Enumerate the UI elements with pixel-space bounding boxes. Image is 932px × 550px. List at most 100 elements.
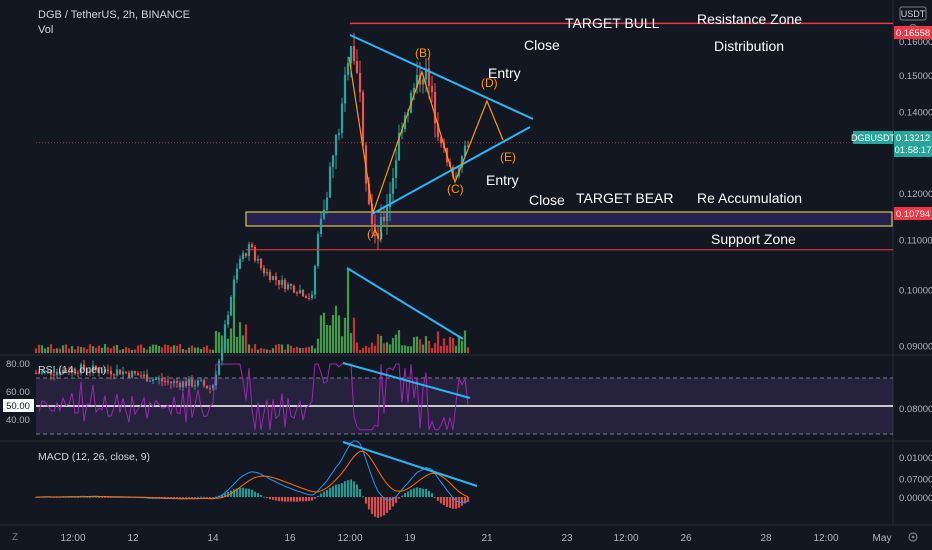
candle-body: [118, 369, 122, 375]
volume-bar: [424, 336, 428, 353]
candle-body: [337, 133, 341, 136]
volume-bar: [325, 324, 329, 353]
elliott-wave-path: [348, 56, 504, 214]
volume-bar: [451, 338, 455, 353]
macd-histogram-bar: [274, 497, 278, 501]
candle-body: [325, 197, 329, 210]
volume-bar: [64, 344, 68, 353]
candle-body: [271, 276, 275, 280]
macd-histogram-bar: [163, 497, 167, 498]
volume-bar: [370, 342, 374, 353]
candle-body: [208, 388, 212, 390]
volume-bar: [196, 347, 200, 353]
candle-body: [352, 46, 356, 62]
macd-signal-line: [36, 450, 469, 500]
price-tick: 0.09000: [899, 341, 932, 352]
macd-histogram-bar: [175, 497, 179, 498]
volume-bar: [259, 348, 263, 353]
currency-badge-label: USDT: [901, 9, 926, 19]
volume-bar: [148, 346, 152, 353]
volume-bar: [454, 345, 458, 353]
candle-body: [277, 280, 281, 285]
volume-bar: [142, 347, 146, 353]
candle-body: [244, 253, 248, 256]
volume-bar: [184, 349, 188, 353]
candle-body: [385, 207, 389, 222]
volume-bar: [355, 342, 359, 353]
currency-badge[interactable]: [899, 6, 927, 21]
volume-bar: [40, 345, 44, 353]
time-axis[interactable]: 12:00 12 14 16 12:00 19 21 23 12:00 26 28 12:00 May: [60, 533, 891, 544]
macd-histogram-bar: [196, 496, 200, 498]
macd-histogram-bar: [199, 496, 203, 498]
candle-body: [139, 375, 143, 377]
volume-bar: [361, 347, 365, 353]
volume-bar: [283, 349, 287, 353]
time-tick: 14: [207, 533, 219, 544]
wave-label-b: (B): [415, 46, 431, 60]
candle-body: [55, 371, 59, 375]
svg-text:0.16558: 0.16558: [896, 28, 930, 39]
volume-bars: [34, 268, 470, 353]
volume-bar: [403, 345, 407, 353]
macd-histogram-bar: [316, 495, 320, 497]
candle-body: [49, 370, 53, 375]
volume-bar: [73, 349, 77, 353]
candle-body: [415, 74, 419, 88]
volume-bar: [262, 348, 266, 353]
volume-bar: [397, 330, 401, 353]
macd-histogram-bar: [424, 488, 428, 497]
chart-annotations: TARGET BULL Resistance Zone Close Distri…: [367, 11, 802, 247]
macd-histogram-bar: [388, 497, 392, 510]
volume-bar: [151, 344, 155, 353]
candle-body: [229, 296, 233, 316]
volume-bar: [115, 345, 119, 353]
macd-histogram-bar: [265, 497, 269, 498]
time-tick: 28: [760, 533, 772, 544]
volume-bar: [313, 348, 317, 353]
volume-trend-line: [346, 267, 464, 340]
volume-bar: [232, 281, 236, 353]
volume-bar: [379, 335, 383, 353]
macd-histogram-bar: [355, 484, 359, 497]
macd-histogram-bar: [313, 497, 317, 499]
volume-bar: [328, 325, 332, 353]
candle-body: [94, 365, 98, 370]
macd-histogram-bar: [280, 497, 284, 502]
volume-bar: [244, 324, 248, 353]
candle-body: [46, 370, 50, 372]
volume-bar: [214, 330, 218, 353]
volume-bar: [364, 345, 368, 353]
macd-histogram-bar: [361, 496, 365, 498]
volume-bar: [427, 340, 431, 353]
candle-body: [412, 87, 416, 93]
volume-bar: [205, 345, 209, 353]
volume-bar: [307, 346, 311, 353]
macd-histogram-bar: [451, 497, 455, 509]
candle-body: [286, 284, 290, 289]
volume-bar: [271, 348, 275, 353]
macd-histogram-bar: [352, 481, 356, 497]
macd-histogram-bar: [409, 489, 413, 497]
macd-histogram-bar: [247, 488, 251, 497]
macd-histogram-bar: [349, 479, 353, 497]
macd-histogram-bar: [235, 488, 239, 497]
volume-bar: [274, 344, 278, 353]
gear-icon[interactable]: [908, 532, 918, 542]
volume-bar: [241, 335, 245, 353]
volume-bar: [43, 348, 47, 353]
candle-body: [217, 360, 221, 375]
volume-bar: [289, 345, 293, 353]
volume-bar: [100, 347, 104, 353]
time-tick: 26: [680, 533, 692, 544]
price-tick: 0.16000: [899, 37, 932, 48]
macd-histogram-bar: [172, 497, 176, 498]
macd-histogram-bar: [205, 497, 209, 498]
candle-body: [160, 378, 164, 382]
candle-body: [175, 381, 179, 383]
volume-bar: [292, 348, 296, 353]
volume-bar: [286, 344, 290, 353]
volume-bar: [268, 349, 272, 353]
volume-bar: [88, 344, 92, 353]
